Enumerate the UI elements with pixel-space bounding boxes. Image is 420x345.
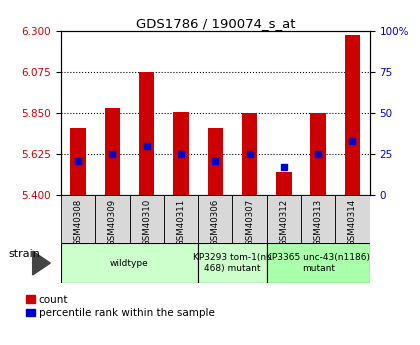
Bar — [276, 172, 291, 195]
Text: GSM40313: GSM40313 — [314, 199, 323, 246]
Bar — [61, 243, 198, 283]
Bar — [95, 195, 129, 243]
Point — [178, 151, 184, 157]
Text: GSM40311: GSM40311 — [176, 199, 186, 246]
Bar — [232, 195, 267, 243]
Text: GSM40312: GSM40312 — [279, 199, 289, 246]
Point — [109, 151, 116, 157]
Bar — [207, 128, 223, 195]
Point — [281, 164, 287, 170]
Title: GDS1786 / 190074_s_at: GDS1786 / 190074_s_at — [136, 17, 295, 30]
Bar — [129, 195, 164, 243]
Bar — [267, 243, 370, 283]
Point — [349, 138, 356, 144]
Polygon shape — [33, 251, 50, 275]
Text: GSM40314: GSM40314 — [348, 199, 357, 246]
Point — [315, 151, 322, 157]
Bar — [198, 195, 232, 243]
Legend: count, percentile rank within the sample: count, percentile rank within the sample — [26, 295, 215, 318]
Bar — [105, 108, 120, 195]
Bar — [139, 72, 155, 195]
Bar — [310, 113, 326, 195]
Text: GSM40310: GSM40310 — [142, 199, 151, 246]
Bar — [70, 128, 86, 195]
Text: KP3293 tom-1(nu
468) mutant: KP3293 tom-1(nu 468) mutant — [193, 253, 272, 273]
Text: GSM40308: GSM40308 — [74, 199, 83, 246]
Text: KP3365 unc-43(n1186)
mutant: KP3365 unc-43(n1186) mutant — [266, 253, 370, 273]
Bar — [345, 35, 360, 195]
Point — [75, 158, 81, 163]
Bar — [267, 195, 301, 243]
Bar — [242, 113, 257, 195]
Bar — [61, 195, 95, 243]
Bar — [164, 195, 198, 243]
Bar — [301, 195, 335, 243]
Bar — [173, 112, 189, 195]
Bar — [198, 243, 267, 283]
Text: GSM40306: GSM40306 — [211, 199, 220, 246]
Text: strain: strain — [8, 249, 40, 259]
Point — [212, 158, 219, 163]
Point — [246, 151, 253, 157]
Text: GSM40309: GSM40309 — [108, 199, 117, 246]
Bar — [335, 195, 370, 243]
Point — [143, 143, 150, 149]
Text: wildtype: wildtype — [110, 258, 149, 268]
Text: GSM40307: GSM40307 — [245, 199, 254, 246]
